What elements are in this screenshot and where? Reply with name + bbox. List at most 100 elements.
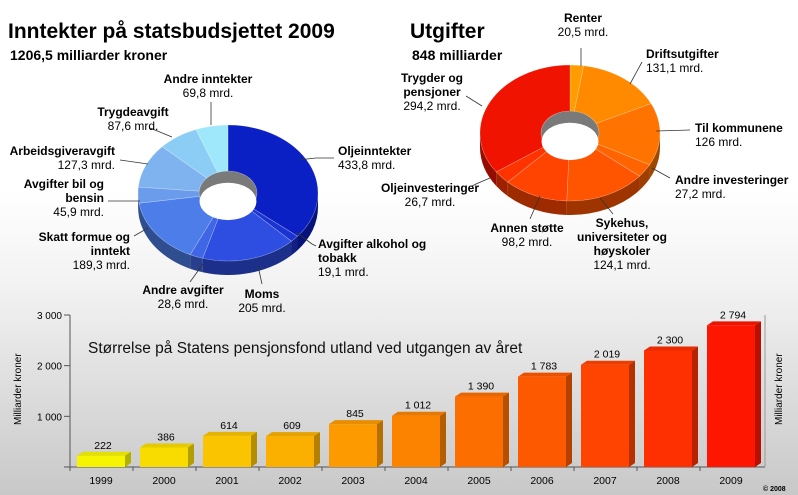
- slice-name: Trygdeavgift: [97, 105, 168, 119]
- bar-value-label: 2 019: [594, 349, 620, 361]
- bar-front: [392, 415, 440, 467]
- expense-donut-chart: [479, 64, 661, 215]
- bar-side: [251, 431, 257, 467]
- bar-top: [329, 420, 383, 425]
- slice-side: [190, 254, 203, 273]
- bar-value-label: 845: [346, 408, 364, 420]
- slice-name: Andre inntekter: [164, 72, 253, 86]
- bar-2000: 386 2000: [132, 431, 194, 487]
- slice-label: Oljeinvesteringer 26,7 mrd.: [381, 181, 479, 209]
- slice-label: Til kommunene 126 mrd.: [695, 121, 783, 149]
- leader-line: [529, 195, 541, 220]
- bar-side: [377, 420, 383, 467]
- slice-side: [496, 171, 508, 197]
- bar-top: [644, 346, 698, 351]
- slice-value: 27,2 mrd.: [675, 187, 726, 201]
- slice-label: Annen støtte 98,2 mrd.: [490, 221, 564, 249]
- slice-name: Sykehus,: [596, 216, 649, 230]
- bar-value-label: 2 300: [657, 334, 683, 346]
- income-labels: Oljeinntekter 433,8 mrd. Avgifter alkohol …: [10, 72, 427, 315]
- slice-label: Oljeinntekter 433,8 mrd.: [338, 144, 412, 172]
- slice-value: 433,8 mrd.: [338, 158, 395, 172]
- bar-2008: 2 300 2008: [636, 334, 698, 487]
- bar-value-label: 1 012: [405, 400, 431, 412]
- x-tick-label: 1999: [89, 475, 113, 487]
- slice-1: [569, 64, 584, 112]
- slice-8: [479, 64, 571, 173]
- slice-name: Til kommunene: [695, 121, 783, 135]
- bar-1999: 222 1999: [69, 440, 131, 487]
- x-tick-label: 2002: [278, 475, 302, 487]
- slice-value: 127,3 mrd.: [58, 158, 115, 172]
- bar-front: [581, 364, 629, 467]
- bar-value-label: 614: [220, 420, 238, 432]
- slice-side: [639, 164, 650, 191]
- slice-value: 131,1 mrd.: [646, 61, 703, 75]
- slice-side: [139, 203, 191, 269]
- slice-label: Driftsutgifter 131,1 mrd.: [646, 47, 719, 75]
- bar-front: [455, 396, 503, 467]
- bar-value-label: 386: [157, 431, 175, 443]
- slice-value: 69,8 mrd.: [183, 86, 234, 100]
- slice-name: universiteter og: [577, 230, 667, 244]
- bar-value-label: 222: [94, 440, 112, 452]
- slice-label: Andre investeringer 27,2 mrd.: [675, 173, 789, 201]
- slice-side: [566, 176, 640, 215]
- x-tick-label: 2009: [719, 475, 743, 487]
- bar-side: [755, 321, 761, 467]
- leader-line: [149, 127, 173, 138]
- slice-value: 87,6 mrd.: [108, 119, 159, 133]
- leader-line: [655, 129, 691, 132]
- bar-2004: 1 012 2004: [384, 400, 446, 487]
- leader-line: [297, 157, 334, 161]
- bar-chart-title: Størrelse på Statens pensjonsfond utland…: [88, 340, 523, 357]
- income-subtitle: 1206,5 milliarder kroner: [10, 47, 168, 63]
- slice-label: Andre inntekter 69,8 mrd.: [164, 72, 253, 100]
- slice-name: Oljeinntekter: [338, 144, 412, 158]
- leader-line: [189, 263, 204, 283]
- bar-front: [266, 436, 314, 467]
- bar-front: [644, 350, 692, 467]
- slice-name: Moms: [245, 287, 280, 301]
- bar-2007: 2 019 2007: [573, 349, 635, 487]
- bar-value-label: 1 783: [531, 361, 557, 373]
- slice-label: Skatt formue og inntekt 189,3 mrd.: [39, 230, 130, 272]
- y2-axis-label: Milliarder kroner: [774, 353, 785, 425]
- slice-side: [649, 133, 660, 179]
- slice-value: 98,2 mrd.: [502, 235, 553, 249]
- leader-line: [651, 167, 671, 179]
- bar-2002: 609 2002: [258, 420, 320, 487]
- bar-top: [392, 411, 446, 416]
- bar-top: [455, 392, 509, 397]
- slice-name: Skatt formue og: [39, 230, 130, 244]
- bar-side: [566, 372, 572, 467]
- slice-name: Avgifter alkohol og: [318, 237, 426, 251]
- bar-2006: 1 783 2006: [510, 361, 572, 487]
- slice-name: Trygder og: [401, 71, 463, 85]
- slice-name: tobakk: [318, 251, 357, 265]
- slice-label: Avgifter bil og bensin 45,9 mrd.: [24, 177, 104, 219]
- slice-side: [507, 182, 567, 215]
- expense-subtitle: 848 milliarder: [412, 47, 503, 63]
- slice-name: Andre investeringer: [675, 173, 789, 187]
- slice-name: Annen støtte: [490, 221, 564, 235]
- x-tick-label: 2007: [593, 475, 617, 487]
- bar-side: [188, 443, 194, 467]
- bar-side: [692, 346, 698, 467]
- expense-labels: Renter 20,5 mrd. Driftsutgifter 131,1 mrd. T…: [381, 11, 789, 272]
- slice-label: Avgifter alkohol og tobakk 19,1 mrd.: [318, 237, 426, 279]
- x-tick-label: 2001: [215, 475, 239, 487]
- bar-front: [77, 455, 125, 467]
- slice-name: Driftsutgifter: [646, 47, 719, 61]
- slice-value: 205 mrd.: [238, 301, 285, 315]
- bar-2009: 2 794 2009: [699, 309, 761, 487]
- slice-1: [227, 124, 319, 237]
- slice-value: 20,5 mrd.: [558, 25, 609, 39]
- x-tick-label: 2006: [530, 475, 554, 487]
- slice-label: Andre avgifter 28,6 mrd.: [142, 283, 224, 311]
- slice-side: [480, 133, 497, 186]
- expense-title: Utgifter: [410, 20, 485, 43]
- income-title: Inntekter på statsbudsjettet 2009: [8, 20, 335, 43]
